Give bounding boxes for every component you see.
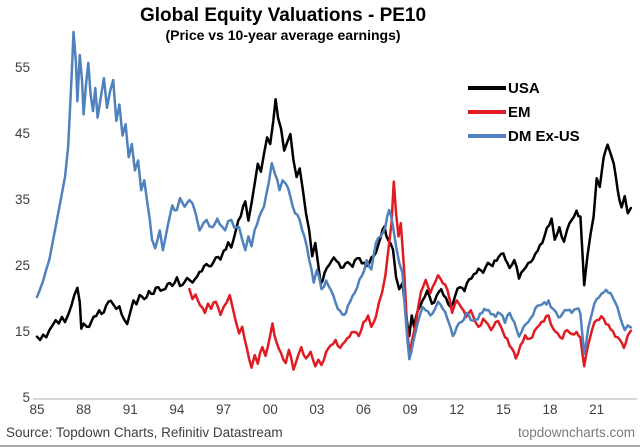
legend-line-swatch — [468, 134, 506, 138]
x-tick-label: 97 — [216, 402, 232, 417]
legend-label: USA — [508, 79, 540, 97]
legend-line-swatch — [468, 110, 506, 114]
y-tick-label: 45 — [14, 126, 30, 142]
x-tick-label: 18 — [542, 402, 558, 417]
x-tick-label: 85 — [29, 402, 45, 417]
y-tick-label: 35 — [14, 192, 30, 208]
series-line-dm-ex-us — [35, 30, 633, 361]
chart-subtitle: (Price vs 10-year average earnings) — [165, 27, 401, 43]
chart-title: Global Equity Valuations - PE10 — [139, 5, 427, 26]
y-tick-label: 5 — [22, 390, 30, 405]
site-link: topdowncharts.com — [517, 425, 635, 440]
legend-line-swatch — [468, 86, 506, 90]
x-tick-label: 12 — [449, 402, 465, 417]
y-tick-label: 15 — [14, 324, 30, 340]
legend-item-usa: USA — [468, 76, 580, 100]
chart-footer: Source: Topdown Charts, Refinitiv Datast… — [0, 425, 640, 445]
x-tick-label: 00 — [262, 402, 278, 417]
y-tick-label: 55 — [14, 60, 30, 76]
series-line-usa — [35, 97, 633, 342]
x-tick-label: 94 — [169, 402, 185, 417]
legend-label: DM Ex-US — [508, 127, 580, 145]
x-tick-label: 03 — [309, 402, 325, 417]
x-tick-label: 21 — [589, 402, 605, 417]
legend-label: EM — [508, 103, 531, 121]
legend-item-em: EM — [468, 100, 580, 124]
x-tick-label: 09 — [402, 402, 418, 417]
source-note: Source: Topdown Charts, Refinitiv Datast… — [6, 425, 283, 440]
x-tick-label: 91 — [122, 402, 138, 417]
x-tick-label: 88 — [76, 402, 92, 417]
legend: USA EM DM Ex-US — [468, 76, 580, 148]
series-line-em — [188, 180, 633, 371]
legend-item-dm-ex-us: DM Ex-US — [468, 124, 580, 148]
y-tick-label: 25 — [14, 258, 30, 274]
x-tick-label: 15 — [495, 402, 511, 417]
x-tick-label: 06 — [355, 402, 371, 417]
